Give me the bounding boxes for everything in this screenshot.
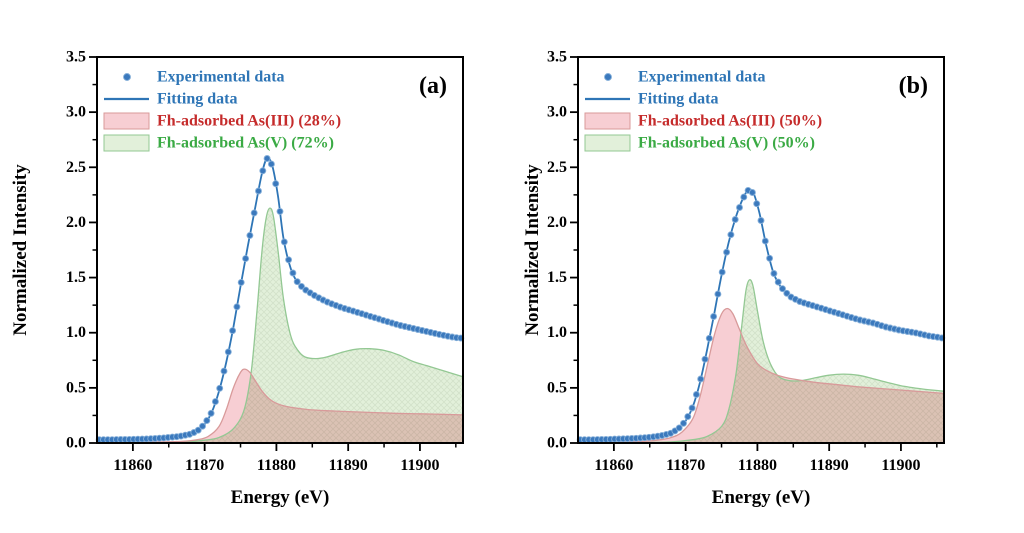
legend-entry-label: Fitting data xyxy=(157,91,237,108)
y-tick-label: 0.5 xyxy=(66,379,86,396)
legend-entry-label: Fitting data xyxy=(638,91,718,108)
y-axis-label: Normalized Intensity xyxy=(522,164,543,336)
x-tick-label: 11860 xyxy=(594,457,633,474)
y-tick-label: 3.5 xyxy=(66,49,86,66)
x-tick-label: 11880 xyxy=(738,457,777,474)
y-tick-label: 2.5 xyxy=(547,159,567,176)
legend-fill-swatch xyxy=(103,134,150,152)
x-axis-label: Energy (eV) xyxy=(231,487,330,508)
legend-entry-label: Experimental data xyxy=(638,69,766,86)
y-tick-label: 0.0 xyxy=(547,435,567,452)
x-tick-label: 11900 xyxy=(881,457,920,474)
x-tick-label: 11890 xyxy=(329,457,368,474)
as5-area-outline xyxy=(96,207,464,444)
as3-area-outline xyxy=(577,307,945,444)
legend-fill-swatch xyxy=(584,112,631,130)
legend: Experimental data Fitting data Fh-adsorbed… xyxy=(584,69,822,152)
x-tick-label: 11880 xyxy=(257,457,296,474)
x-tick-label: 11890 xyxy=(810,457,849,474)
y-axis: 0.0 0.5 1.0 1.5 2.0 2.5 3.0 3.5 xyxy=(547,49,578,452)
y-tick-label: 0.0 xyxy=(66,435,86,452)
panel-a-chart: 11860 11870 11880 11890 11900 0.0 0.5 1.0 1.5 2.0… xyxy=(10,49,465,508)
y-tick-label: 3.5 xyxy=(547,49,567,66)
legend-fill-swatch xyxy=(103,112,150,130)
y-tick-label: 1.5 xyxy=(66,269,86,286)
as3-area-outline xyxy=(96,368,464,444)
y-tick-label: 2.0 xyxy=(547,214,567,231)
legend-marker-swatch xyxy=(604,73,612,81)
as5-area-hatch xyxy=(97,208,463,443)
x-axis-label: Energy (eV) xyxy=(712,487,811,508)
legend-entry-label: Fh-adsorbed As(V) (72%) xyxy=(157,135,334,152)
y-tick-label: 3.0 xyxy=(547,104,567,121)
legend: Experimental data Fitting data Fh-adsorbed… xyxy=(103,69,341,152)
legend-entry-label: Experimental data xyxy=(157,69,285,86)
x-tick-label: 11870 xyxy=(185,457,224,474)
y-axis-label: Normalized Intensity xyxy=(10,164,31,336)
y-tick-label: 1.0 xyxy=(547,324,567,341)
y-tick-label: 1.5 xyxy=(547,269,567,286)
x-tick-label: 11900 xyxy=(400,457,439,474)
y-tick-label: 1.0 xyxy=(66,324,86,341)
x-tick-label: 11870 xyxy=(666,457,705,474)
y-tick-label: 0.5 xyxy=(547,379,567,396)
spectrum-chart-b: 11860 11870 11880 11890 11900 0.0 0.5 1.0 1.5 2.0… xyxy=(522,49,946,508)
x-axis: 11860 11870 11880 11890 11900 xyxy=(594,443,938,474)
panel-label: (b) xyxy=(899,73,928,99)
panel-label: (a) xyxy=(419,73,447,99)
x-tick-label: 11860 xyxy=(113,457,152,474)
y-tick-label: 2.5 xyxy=(66,159,86,176)
x-axis: 11860 11870 11880 11890 11900 xyxy=(113,443,457,474)
legend-entry-label: Fh-adsorbed As(V) (50%) xyxy=(638,135,815,152)
panel-b-chart: 11860 11870 11880 11890 11900 0.0 0.5 1.0 1.5 2.0… xyxy=(512,0,1024,533)
y-axis: 0.0 0.5 1.0 1.5 2.0 2.5 3.0 3.5 xyxy=(66,49,97,452)
y-tick-label: 2.0 xyxy=(66,214,86,231)
y-tick-label: 3.0 xyxy=(66,104,86,121)
as5-area-outline xyxy=(577,279,945,444)
legend-entry-label: Fh-adsorbed As(III) (28%) xyxy=(157,113,341,130)
spectrum-chart-a: 11860 11870 11880 11890 11900 0.0 0.5 1.0 1.5 2.0… xyxy=(10,49,465,508)
as3-area-fill xyxy=(578,308,944,443)
as3-area-fill xyxy=(97,369,463,443)
legend-fill-swatch xyxy=(584,134,631,152)
legend-marker-swatch xyxy=(123,73,131,81)
experimental-markers xyxy=(576,186,946,444)
legend-entry-label: Fh-adsorbed As(III) (50%) xyxy=(638,113,822,130)
